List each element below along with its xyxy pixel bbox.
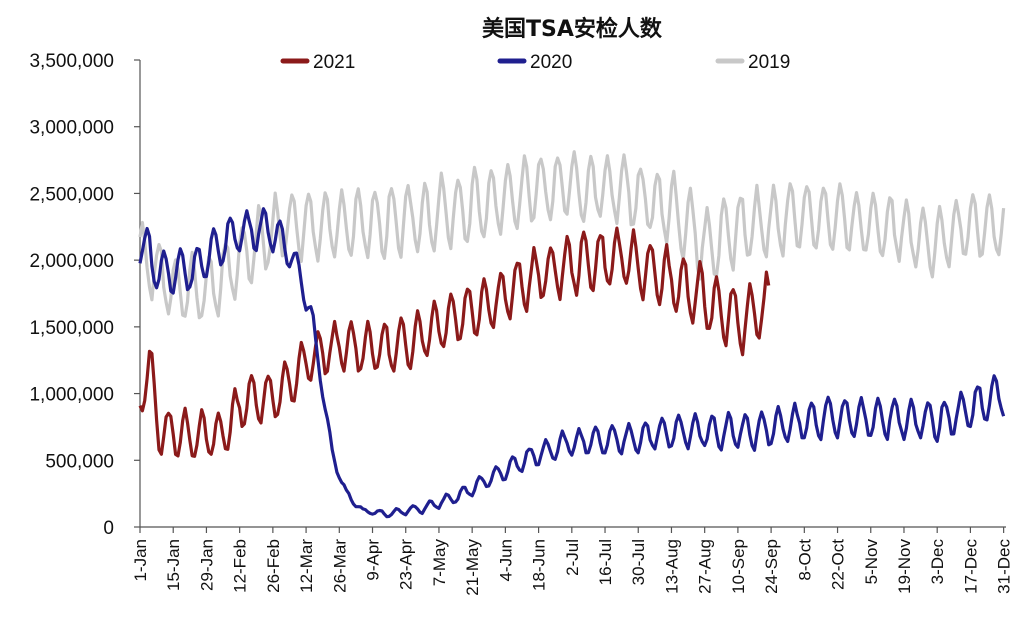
x-tick-label: 10-Sep (729, 539, 748, 594)
x-tick-label: 3-Dec (928, 539, 947, 585)
series-line-2020 (138, 207, 1006, 519)
legend-label-2020: 2020 (530, 52, 572, 73)
x-tick-label: 31-Dec (995, 539, 1014, 594)
x-tick-label: 12-Feb (231, 539, 250, 593)
x-tick-label: 27-Aug (696, 539, 715, 594)
x-tick-label: 30-Jul (629, 539, 648, 585)
x-tick-label: 26-Mar (330, 539, 349, 593)
x-tick-label: 16-Jul (596, 539, 615, 585)
y-tick-label: 3,500,000 (29, 51, 114, 72)
y-tick-label: 2,000,000 (29, 251, 114, 272)
x-tick-label: 9-Apr (364, 539, 383, 581)
x-tick-label: 23-Apr (397, 539, 416, 590)
x-tick-label: 4-Jun (496, 539, 515, 582)
x-tick-label: 1-Jan (131, 539, 150, 582)
y-tick-label: 1,500,000 (29, 318, 114, 339)
x-tick-label: 29-Jan (197, 539, 216, 591)
legend-label-2021: 2021 (313, 52, 355, 73)
series-line-2021 (138, 226, 771, 458)
x-tick-label: 15-Jan (164, 539, 183, 591)
x-tick-label: 24-Sep (762, 539, 781, 594)
x-tick-label: 12-Mar (297, 539, 316, 593)
x-tick-label: 21-May (463, 539, 482, 596)
x-tick-label: 13-Aug (662, 539, 681, 594)
x-tick-label: 19-Nov (895, 539, 914, 594)
y-tick-label: 1,000,000 (29, 385, 114, 406)
series-line-2019 (138, 150, 1006, 320)
x-tick-label: 22-Oct (829, 539, 848, 590)
legend: 2021 2020 2019 (280, 52, 790, 73)
x-tick-label: 18-Jun (530, 539, 549, 591)
x-tick-label: 5-Nov (862, 539, 881, 585)
x-tick-label: 8-Oct (795, 539, 814, 581)
x-tick-label: 26-Feb (264, 539, 283, 593)
y-axis: 3,500,000 3,000,000 2,500,000 2,000,000 1,50… (29, 51, 141, 539)
legend-label-2019: 2019 (748, 52, 790, 73)
x-axis: 1-Jan 15-Jan 29-Jan 12-Feb 26-Feb 12-Mar 26-Ma… (131, 527, 1014, 596)
x-tick-label: 17-Dec (961, 539, 980, 594)
x-tick-label: 7-May (430, 539, 449, 587)
chart-title: 美国TSA安检人数 (482, 16, 663, 42)
x-tick-label: 2-Jul (563, 539, 582, 576)
y-tick-label: 3,000,000 (29, 118, 114, 139)
series-layer (138, 150, 1006, 519)
y-tick-label: 0 (103, 518, 114, 539)
y-tick-label: 2,500,000 (29, 184, 114, 205)
y-tick-label: 500,000 (45, 451, 114, 472)
